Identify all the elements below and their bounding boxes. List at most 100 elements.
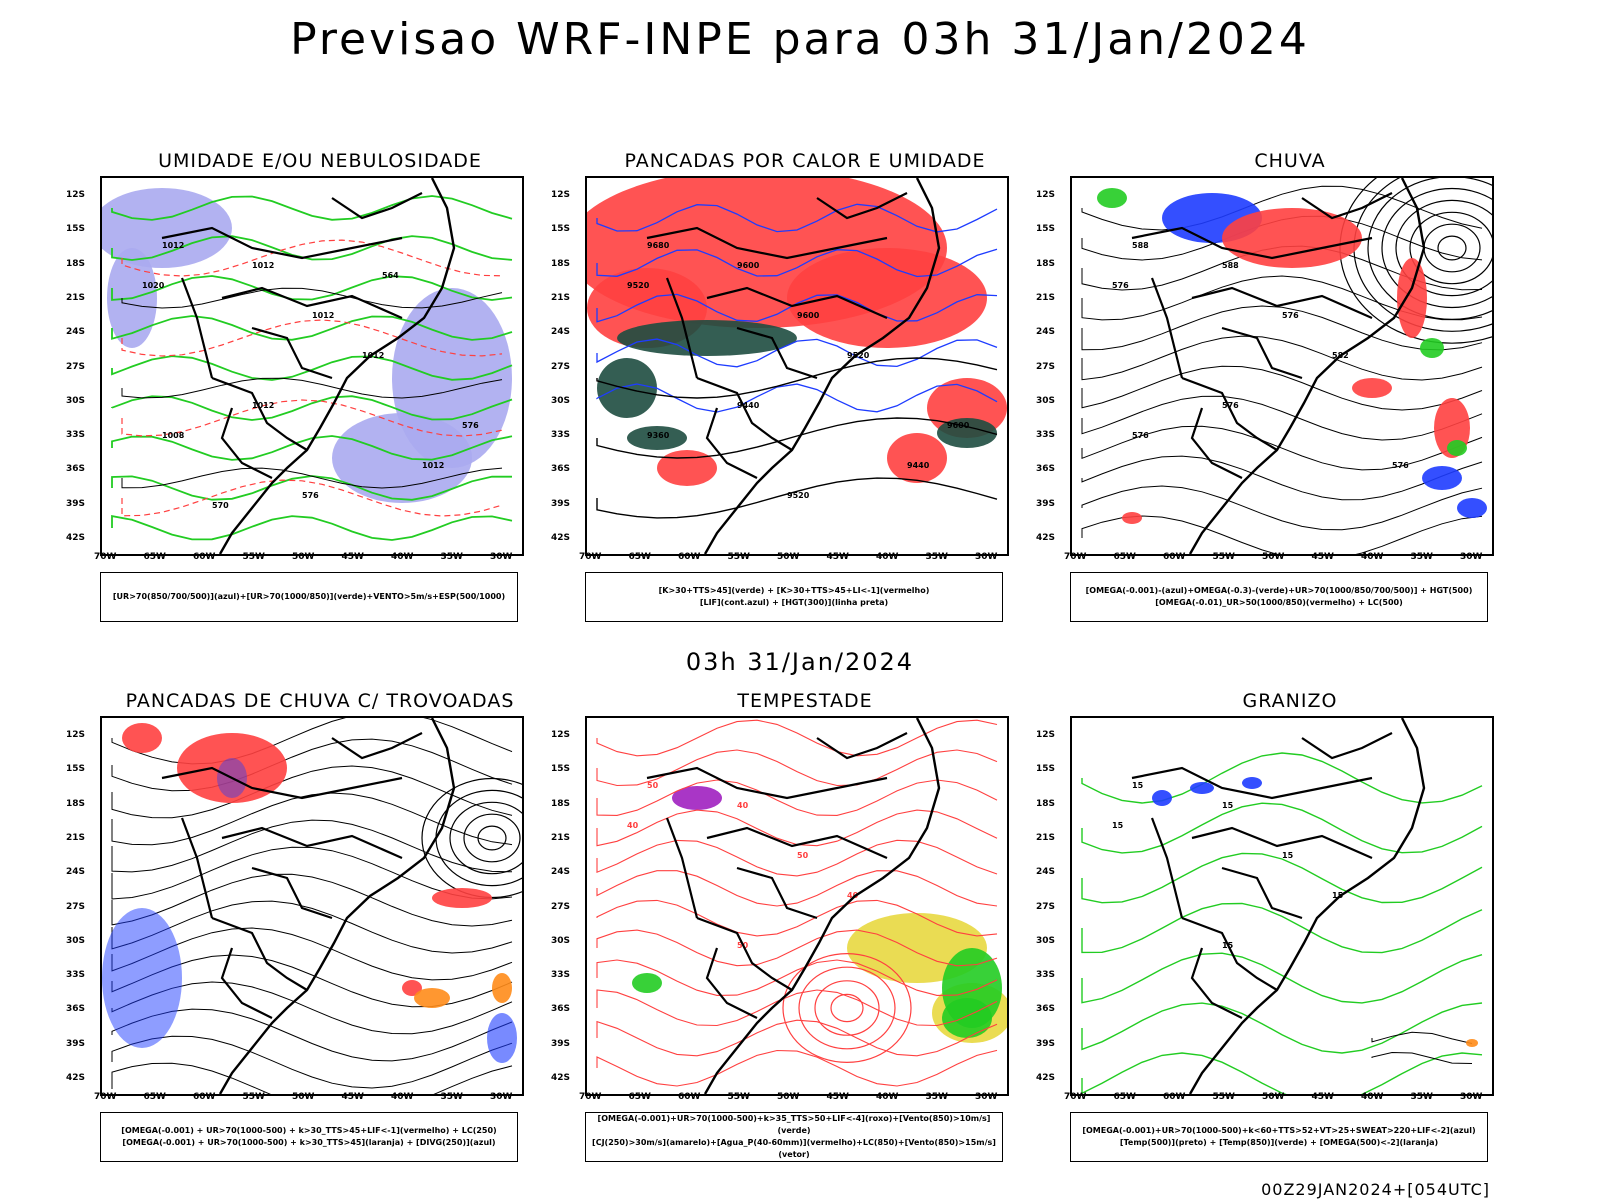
forecast-map: [100, 716, 524, 1096]
latitude-tick: 24S: [551, 327, 571, 338]
forecast-map: 1012 1012 1020 1012 1012 1012 1008 1012 576 576 57…: [100, 176, 524, 556]
contour-label: 588: [1222, 261, 1239, 270]
map-graphic: 9680 9600 9520 9600 9520 9440 9360 9440 9520 9600: [587, 178, 1007, 554]
panel-legend: [OMEGA(-0.001)+UR>70(1000-500)+k<60+TTS>…: [1070, 1112, 1488, 1162]
latitude-tick: 30S: [551, 395, 571, 406]
streamline: [1381, 187, 1492, 309]
legend-line: [OMEGA(-0.001) + UR>70(1000-500) + k>30_…: [122, 1138, 496, 1147]
contour-label: 576: [1282, 311, 1299, 320]
run-timestamp: 00Z29JAN2024+[054UTC]: [1261, 1180, 1490, 1199]
map-graphic: [102, 718, 522, 1094]
latitude-tick: 12S: [1036, 190, 1056, 200]
map-panel: TEMPESTADE 50 40 40 50 40 50 12S 15S 18S 21S 24S 27S…: [551, 690, 1045, 1170]
lifted-index-blue-contour: [596, 248, 998, 278]
streamline: [830, 993, 864, 1023]
longitude-tick: 35W: [925, 552, 948, 562]
longitude-tick: 45W: [1311, 1092, 1334, 1102]
wind-green-area: [632, 973, 662, 993]
precipitable-water-contour: [596, 749, 998, 787]
omega-red-area: [1122, 512, 1142, 524]
contour-label: 576: [462, 421, 479, 430]
temp500-black-contour: [1371, 1031, 1473, 1044]
latitude-tick: 27S: [66, 361, 86, 372]
legend-line: [OMEGA(-0.001)+UR>70(1000-500)+k<60+TTS>…: [1082, 1126, 1476, 1135]
longitude-tick: 30W: [975, 1092, 998, 1102]
forecast-map: 588 588 576 576 582 576 576 576: [1070, 176, 1494, 556]
streamline: [1437, 235, 1467, 261]
contour-label: 576: [1392, 461, 1409, 470]
latitude-tick: 39S: [1036, 498, 1056, 509]
lifted-index-blue-contour: [596, 203, 998, 233]
longitude-tick: 50W: [1262, 552, 1285, 562]
latitude-tick: 36S: [551, 1004, 571, 1015]
longitude-tick: 40W: [876, 1092, 899, 1102]
contour-label: 9440: [907, 461, 930, 470]
map-panel: GRANIZO 15 15 15 15 15 15 12S 15S 18S 21S 24S 27S 30S…: [1036, 690, 1530, 1170]
streamline: [421, 777, 522, 899]
streamline: [477, 825, 507, 851]
longitude-tick: 35W: [1410, 552, 1433, 562]
temp850-green-contour: [1081, 1052, 1483, 1094]
omega-green-area: [1447, 440, 1467, 456]
geopotential-contour: [1081, 335, 1483, 381]
precipitable-water-contour: [596, 779, 998, 816]
latitude-tick: 33S: [66, 430, 86, 441]
precipitable-water-contour: [596, 989, 998, 1027]
longitude-tick: 35W: [440, 552, 463, 562]
thickness-red-contour: [121, 479, 503, 517]
latitude-tick: 24S: [551, 867, 571, 878]
height-black-contour: [596, 477, 998, 519]
latitude-tick: 18S: [1036, 798, 1056, 809]
contour-label: 564: [382, 271, 399, 280]
latitude-tick: 15S: [1036, 224, 1056, 235]
convection-red-area: [887, 433, 947, 483]
latitude-tick: 39S: [551, 1038, 571, 1049]
hail-blue-area: [1242, 777, 1262, 789]
height-black-contour: [596, 417, 998, 459]
longitude-tick: 70W: [1064, 1092, 1087, 1102]
panel-title: PANCADAS DE CHUVA C/ TROVOADAS: [125, 690, 515, 712]
panel-legend: [K>30+TTS>45](verde) + [K>30+TTS>45+LI<-…: [585, 572, 1003, 622]
longitude-tick: 30W: [975, 552, 998, 562]
precipitable-water-contour: [596, 809, 998, 847]
longitude-tick: 60W: [678, 552, 701, 562]
latitude-tick: 33S: [551, 970, 571, 981]
panel-title: TEMPESTADE: [737, 690, 873, 712]
panel-title: UMIDADE E/OU NEBULOSIDADE: [158, 150, 482, 172]
contour-label: 576: [1112, 281, 1129, 290]
humidity-green-contour: [111, 355, 513, 381]
map-panel: UMIDADE E/OU NEBULOSIDADE 1012 1012 1020 101…: [66, 150, 560, 630]
contour-label: 570: [212, 501, 229, 510]
latitude-tick: 33S: [1036, 970, 1056, 981]
longitude-tick: 55W: [727, 552, 750, 562]
omega-red-area: [1352, 378, 1392, 398]
longitude-tick: 45W: [826, 1092, 849, 1102]
longitude-tick: 60W: [678, 1092, 701, 1102]
latitude-tick: 15S: [551, 224, 571, 235]
geopotential-contour: [1081, 515, 1483, 554]
forecast-map: 9680 9600 9520 9600 9520 9440 9360 9440 9520 9600: [585, 176, 1009, 556]
mid-date: 03h 31/Jan/2024: [685, 648, 915, 676]
streamline: [798, 966, 896, 1050]
contour-label: 9360: [647, 431, 670, 440]
contour-label: 1012: [252, 401, 274, 410]
humidity-green-contour: [111, 435, 513, 461]
wind-green-area: [942, 998, 992, 1038]
precipitable-water-contour: [596, 870, 998, 907]
longitude-tick: 35W: [440, 1092, 463, 1102]
geopotential-contour: [1081, 185, 1483, 231]
longitude-tick: 50W: [777, 552, 800, 562]
latitude-tick: 36S: [1036, 464, 1056, 475]
pressure-black-contour: [121, 467, 503, 489]
streamline: [814, 980, 880, 1036]
omega-blue-area: [1457, 498, 1487, 518]
latitude-tick: 24S: [66, 327, 86, 338]
geopotential-contour: [1081, 365, 1483, 411]
contour-label: 9600: [737, 261, 760, 270]
legend-line: [OMEGA(-0.01)_UR>50(1000/850)(vermelho) …: [1155, 598, 1403, 607]
panel-title: PANCADAS POR CALOR E UMIDADE: [624, 150, 986, 172]
contour-label: 1012: [162, 241, 184, 250]
legend-line: [LIF](cont.azul) + [HGT(300)](linha pret…: [699, 598, 889, 607]
divergence-blue-area: [487, 1013, 517, 1063]
